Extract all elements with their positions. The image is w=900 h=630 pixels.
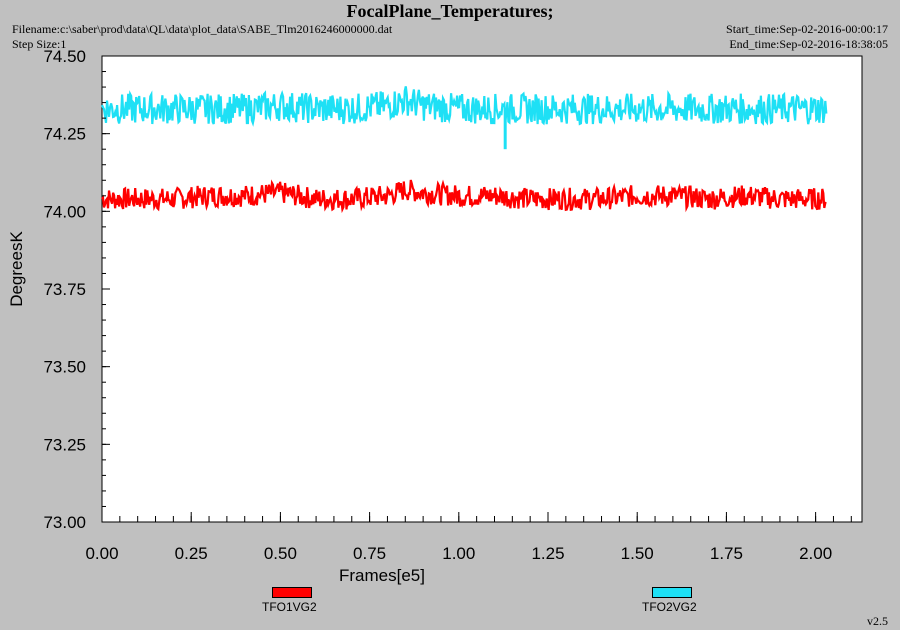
x-tick-label: 0.00: [85, 544, 118, 563]
y-tick-label: 73.00: [43, 513, 86, 532]
series-line-tfo1vg2: [101, 179, 827, 214]
x-tick-label: 0.25: [175, 544, 208, 563]
legend-swatch-tfo2vg2: [652, 587, 692, 598]
axis-layer: 73.00 73.25 73.50 73.75 74.00 74.25 74.50 0.00 0…: [43, 47, 852, 563]
series-line-tfo2vg2: [100, 86, 828, 127]
x-tick-label: 2.00: [799, 544, 832, 563]
x-tick-label: 0.50: [264, 544, 297, 563]
x-tick-label: 1.75: [710, 544, 743, 563]
x-axis-label: Frames[e5]: [339, 566, 425, 585]
y-tick-label: 73.25: [43, 435, 86, 454]
filename-label: Filename:c:\saber\prod\data\QL\data\plot…: [12, 22, 393, 36]
y-tick-label: 73.75: [43, 280, 86, 299]
version-label: v2.5: [867, 614, 888, 628]
series-layer: [100, 86, 828, 214]
x-tick-label: 1.50: [621, 544, 654, 563]
legend-label-tfo1vg2: TFO1VG2: [262, 600, 317, 614]
chart-title: FocalPlane_Temperatures;: [346, 1, 554, 21]
legend-label-tfo2vg2: TFO2VG2: [642, 600, 697, 614]
plot-area: [101, 55, 863, 523]
end-time-label: End_time:Sep-02-2016-18:38:05: [729, 37, 888, 51]
x-tick-label: 1.00: [442, 544, 475, 563]
x-tick-label: 1.25: [531, 544, 564, 563]
start-time-label: Start_time:Sep-02-2016-00:00:17: [726, 22, 888, 36]
y-tick-label: 74.50: [43, 47, 86, 66]
y-tick-label: 73.50: [43, 358, 86, 377]
step-size-label: Step Size:1: [12, 37, 67, 51]
legend-swatch-tfo1vg2: [272, 587, 312, 598]
y-tick-label: 74.00: [43, 202, 86, 221]
y-tick-label: 74.25: [43, 125, 86, 144]
x-tick-label: 0.75: [353, 544, 386, 563]
y-axis-label: DegreesK: [7, 231, 26, 307]
